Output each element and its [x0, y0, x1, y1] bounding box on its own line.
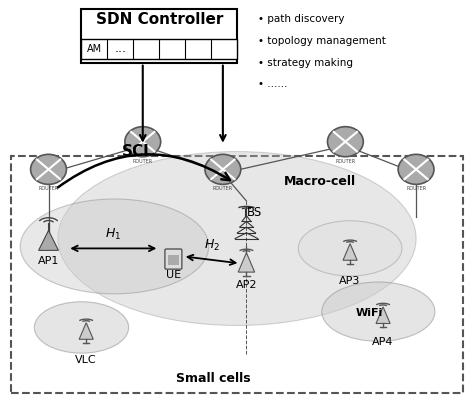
Text: BS: BS: [246, 206, 262, 219]
Text: VLC: VLC: [75, 355, 97, 365]
Polygon shape: [38, 230, 58, 250]
Text: Small cells: Small cells: [176, 372, 251, 385]
Text: ROUTER: ROUTER: [38, 186, 59, 191]
Text: AM: AM: [87, 44, 102, 54]
FancyBboxPatch shape: [11, 156, 463, 393]
Ellipse shape: [35, 302, 128, 353]
Polygon shape: [79, 323, 93, 339]
Text: ROUTER: ROUTER: [406, 186, 426, 191]
Text: AP2: AP2: [236, 280, 257, 290]
Polygon shape: [343, 244, 357, 260]
FancyBboxPatch shape: [165, 249, 182, 269]
Text: $H_1$: $H_1$: [105, 227, 121, 242]
Bar: [168, 255, 179, 265]
Text: Macro-cell: Macro-cell: [284, 175, 356, 188]
Ellipse shape: [322, 282, 435, 341]
Circle shape: [205, 154, 241, 184]
Text: • strategy making: • strategy making: [258, 58, 353, 68]
Text: SCI: SCI: [122, 144, 150, 160]
Ellipse shape: [58, 152, 416, 326]
Text: ROUTER: ROUTER: [133, 159, 153, 164]
Text: WiFi: WiFi: [356, 308, 383, 318]
FancyArrowPatch shape: [58, 154, 230, 187]
Bar: [82, 39, 237, 59]
Text: UE: UE: [166, 270, 181, 280]
Text: $H_2$: $H_2$: [204, 238, 220, 253]
Circle shape: [125, 127, 161, 157]
Text: ROUTER: ROUTER: [335, 159, 356, 164]
Circle shape: [31, 154, 66, 184]
Text: SDN Controller: SDN Controller: [96, 12, 223, 27]
Text: AP3: AP3: [339, 276, 361, 286]
Circle shape: [398, 154, 434, 184]
Text: • topology management: • topology management: [258, 36, 386, 46]
Text: AP4: AP4: [373, 338, 394, 347]
FancyBboxPatch shape: [82, 9, 237, 62]
Circle shape: [328, 127, 363, 157]
Ellipse shape: [298, 221, 402, 276]
Text: • path discovery: • path discovery: [258, 14, 345, 24]
Polygon shape: [376, 307, 390, 324]
Text: • ......: • ......: [258, 79, 288, 90]
Ellipse shape: [20, 199, 209, 294]
Text: ROUTER: ROUTER: [213, 186, 233, 191]
Text: AP1: AP1: [38, 256, 59, 266]
Text: ...: ...: [114, 42, 127, 55]
Polygon shape: [238, 253, 255, 272]
